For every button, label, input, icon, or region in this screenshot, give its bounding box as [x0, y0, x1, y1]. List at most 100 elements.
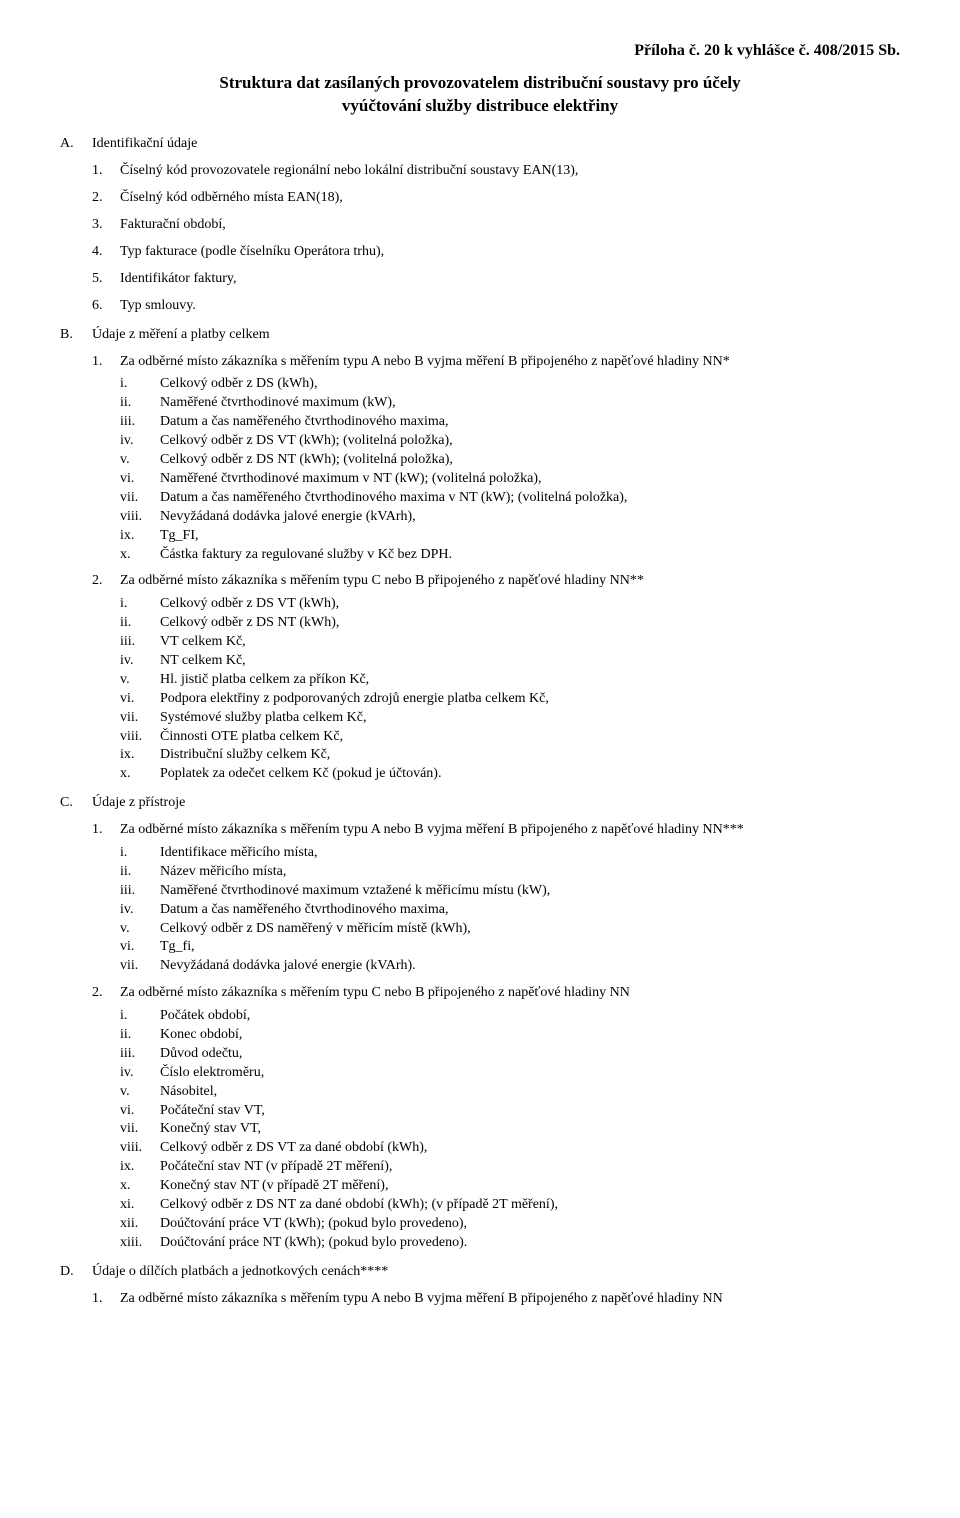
section-b-sub-2-romans: i.Celkový odběr z DS VT (kWh), ii.Celkov… [60, 595, 900, 784]
item-number: 1. [92, 821, 120, 840]
roman-label: iv. [120, 901, 160, 920]
list-item: ix.Počáteční stav NT (v případě 2T měřen… [120, 1158, 900, 1177]
roman-label: v. [120, 671, 160, 690]
roman-text: Distribuční služby celkem Kč, [160, 746, 900, 765]
roman-label: xiii. [120, 1234, 160, 1253]
item-number: 4. [92, 243, 120, 262]
list-item: 1. Za odběrné místo zákazníka s měřením … [92, 1290, 900, 1309]
list-item: x.Částka faktury za regulované služby v … [120, 546, 900, 565]
list-item: ix.Tg_FI, [120, 527, 900, 546]
section-b-label: B. [60, 326, 92, 345]
roman-label: iii. [120, 413, 160, 432]
roman-text: Částka faktury za regulované služby v Kč… [160, 546, 900, 565]
item-text: Fakturační období, [120, 216, 900, 235]
roman-text: Počáteční stav VT, [160, 1102, 900, 1121]
list-item: vi.Podpora elektřiny z podporovaných zdr… [120, 690, 900, 709]
roman-label: i. [120, 1007, 160, 1026]
list-item: x.Konečný stav NT (v případě 2T měření), [120, 1177, 900, 1196]
roman-text: Nevyžádaná dodávka jalové energie (kVArh… [160, 508, 900, 527]
section-c-label: C. [60, 794, 92, 813]
list-item: iv.Datum a čas naměřeného čtvrthodinovéh… [120, 901, 900, 920]
section-b-sub-1: 1. Za odběrné místo zákazníka s měřením … [60, 353, 900, 372]
item-number: 6. [92, 297, 120, 316]
list-item: ii.Název měřicího místa, [120, 863, 900, 882]
roman-label: iv. [120, 432, 160, 451]
roman-label: ii. [120, 614, 160, 633]
list-item: v.Násobitel, [120, 1083, 900, 1102]
item-number: 3. [92, 216, 120, 235]
roman-label: vi. [120, 938, 160, 957]
list-item: viii.Nevyžádaná dodávka jalové energie (… [120, 508, 900, 527]
roman-label: i. [120, 375, 160, 394]
list-item: iv.Celkový odběr z DS VT (kWh); (volitel… [120, 432, 900, 451]
roman-text: Činnosti OTE platba celkem Kč, [160, 728, 900, 747]
item-number: 1. [92, 353, 120, 372]
roman-label: v. [120, 920, 160, 939]
roman-label: iv. [120, 1064, 160, 1083]
roman-label: vi. [120, 470, 160, 489]
list-item: iii.Datum a čas naměřeného čtvrthodinové… [120, 413, 900, 432]
list-item: 1.Číselný kód provozovatele regionální n… [92, 162, 900, 181]
list-item: ii.Celkový odběr z DS NT (kWh), [120, 614, 900, 633]
list-item: i.Identifikace měřicího místa, [120, 844, 900, 863]
roman-text: Identifikace měřicího místa, [160, 844, 900, 863]
roman-label: iv. [120, 652, 160, 671]
list-item: viii.Celkový odběr z DS VT za dané obdob… [120, 1139, 900, 1158]
roman-label: viii. [120, 508, 160, 527]
list-item: v.Hl. jistič platba celkem za příkon Kč, [120, 671, 900, 690]
roman-text: Naměřené čtvrthodinové maximum v NT (kW)… [160, 470, 900, 489]
roman-label: x. [120, 1177, 160, 1196]
list-item: x.Poplatek za odečet celkem Kč (pokud je… [120, 765, 900, 784]
list-item: 1. Za odběrné místo zákazníka s měřením … [92, 353, 900, 372]
roman-text: Naměřené čtvrthodinové maximum vztažené … [160, 882, 900, 901]
item-text: Za odběrné místo zákazníka s měřením typ… [120, 821, 900, 840]
list-item: 4.Typ fakturace (podle číselníku Operáto… [92, 243, 900, 262]
roman-label: x. [120, 765, 160, 784]
roman-text: Systémové služby platba celkem Kč, [160, 709, 900, 728]
roman-text: VT celkem Kč, [160, 633, 900, 652]
roman-text: Doúčtování práce NT (kWh); (pokud bylo p… [160, 1234, 900, 1253]
roman-text: Hl. jistič platba celkem za příkon Kč, [160, 671, 900, 690]
item-text: Identifikátor faktury, [120, 270, 900, 289]
list-item: iv.NT celkem Kč, [120, 652, 900, 671]
roman-label: vi. [120, 1102, 160, 1121]
roman-text: Podpora elektřiny z podporovaných zdrojů… [160, 690, 900, 709]
section-b-sub-2: 2. Za odběrné místo zákazníka s měřením … [60, 572, 900, 591]
section-c-sub-2-romans: i.Počátek období, ii.Konec období, iii.D… [60, 1007, 900, 1253]
list-item: 5.Identifikátor faktury, [92, 270, 900, 289]
list-item: 1. Za odběrné místo zákazníka s měřením … [92, 821, 900, 840]
roman-text: Tg_FI, [160, 527, 900, 546]
section-c-sub-1: 1. Za odběrné místo zákazníka s měřením … [60, 821, 900, 840]
section-a-title: Identifikační údaje [92, 135, 900, 154]
title-line-1: Struktura dat zasílaných provozovatelem … [219, 73, 740, 92]
list-item: 2. Za odběrné místo zákazníka s měřením … [92, 572, 900, 591]
list-item: vi.Počáteční stav VT, [120, 1102, 900, 1121]
roman-text: Celkový odběr z DS naměřený v měřicím mí… [160, 920, 900, 939]
list-item: 2. Za odběrné místo zákazníka s měřením … [92, 984, 900, 1003]
list-item: viii.Činnosti OTE platba celkem Kč, [120, 728, 900, 747]
roman-label: viii. [120, 1139, 160, 1158]
section-b-title: Údaje z měření a platby celkem [92, 326, 900, 345]
list-item: vi.Naměřené čtvrthodinové maximum v NT (… [120, 470, 900, 489]
list-item: v.Celkový odběr z DS NT (kWh); (voliteln… [120, 451, 900, 470]
list-item: v.Celkový odběr z DS naměřený v měřicím … [120, 920, 900, 939]
item-text: Za odběrné místo zákazníka s měřením typ… [120, 353, 900, 372]
roman-label: vii. [120, 957, 160, 976]
roman-label: vii. [120, 489, 160, 508]
list-item: vii.Nevyžádaná dodávka jalové energie (k… [120, 957, 900, 976]
roman-text: Naměřené čtvrthodinové maximum (kW), [160, 394, 900, 413]
roman-label: viii. [120, 728, 160, 747]
roman-text: Celkový odběr z DS VT za dané období (kW… [160, 1139, 900, 1158]
roman-text: Tg_fi, [160, 938, 900, 957]
roman-text: Počáteční stav NT (v případě 2T měření), [160, 1158, 900, 1177]
section-c-title: Údaje z přístroje [92, 794, 900, 813]
roman-text: Doúčtování práce VT (kWh); (pokud bylo p… [160, 1215, 900, 1234]
list-item: 2.Číselný kód odběrného místa EAN(18), [92, 189, 900, 208]
attachment-header: Příloha č. 20 k vyhlášce č. 408/2015 Sb. [60, 40, 900, 62]
roman-label: vi. [120, 690, 160, 709]
item-text: Číselný kód provozovatele regionální neb… [120, 162, 900, 181]
section-c-sub-1-romans: i.Identifikace měřicího místa, ii.Název … [60, 844, 900, 976]
section-c: C. Údaje z přístroje [60, 794, 900, 813]
roman-label: ii. [120, 394, 160, 413]
item-text: Typ fakturace (podle číselníku Operátora… [120, 243, 900, 262]
